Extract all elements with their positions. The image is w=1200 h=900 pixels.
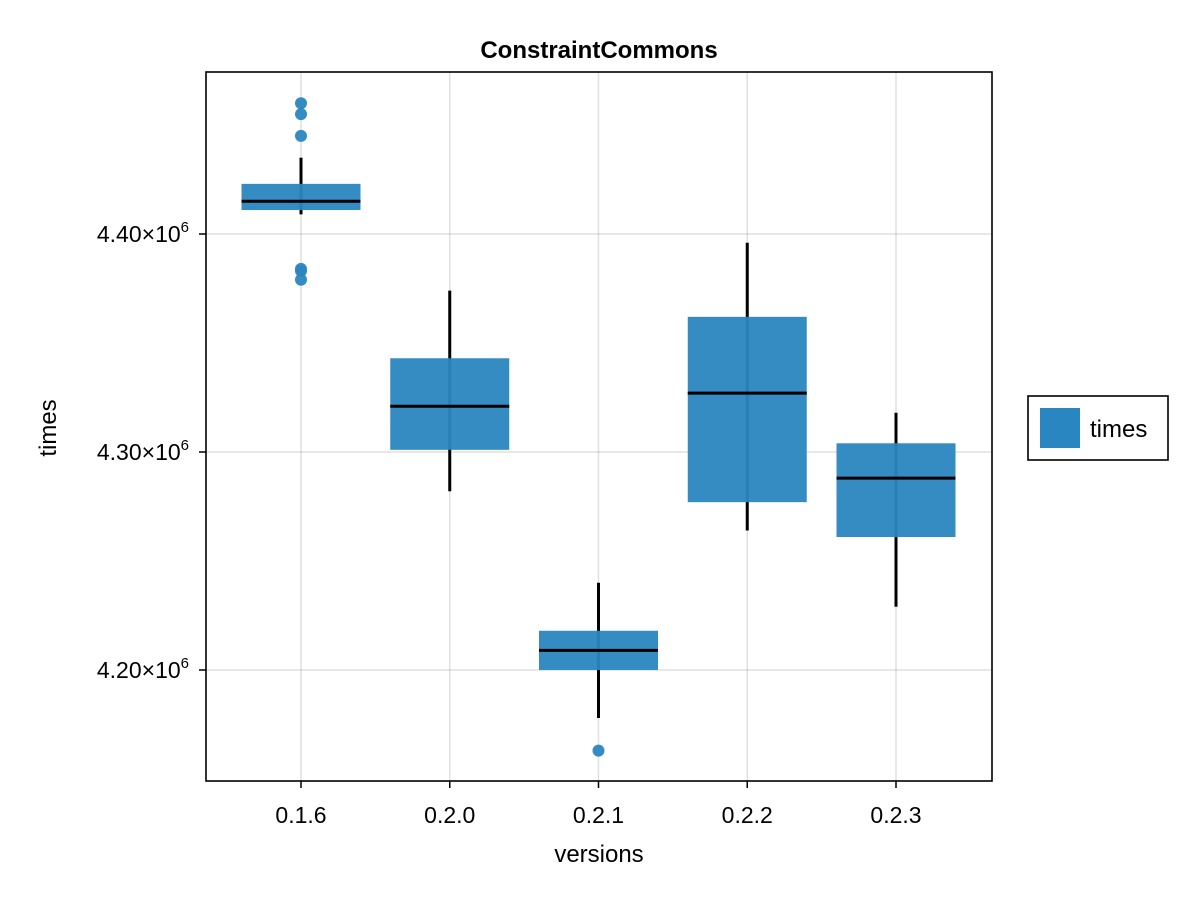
iqr-box [836,443,956,538]
x-tick-label: 0.2.1 [573,802,624,828]
outlier-point [295,273,307,286]
x-axis-label: versions [554,841,643,868]
x-tick-label: 0.1.6 [275,802,326,828]
iqr-box [390,358,510,450]
iqr-box [687,316,807,503]
iqr-box [241,183,361,211]
outlier-point [295,108,307,121]
outlier-point [295,129,307,142]
box-0.2.3 [836,412,956,607]
box-0.2.0 [390,290,510,492]
axis-ticks [199,233,897,788]
box-0.1.6 [241,97,361,286]
x-tick-label: 0.2.0 [424,802,475,828]
legend: times [1027,395,1169,461]
outlier-point [295,265,307,278]
box-series [241,97,956,757]
box-0.2.2 [687,242,807,531]
x-tick-label: 0.2.2 [722,802,773,828]
y-tick-labels: 4.20×106 4.30×106 4.40×106 [97,219,189,683]
x-tick-labels: 0.1.6 0.2.0 0.2.1 0.2.2 0.2.3 [275,802,921,828]
y-tick-label: 4.30×106 [97,437,189,465]
legend-entry-times: times [1090,416,1147,443]
y-tick-label: 4.20×106 [97,655,189,683]
outlier-point [295,97,307,110]
x-tick-label: 0.2.3 [870,802,921,828]
outlier-point [592,744,605,757]
legend-swatch [1040,408,1080,448]
chart-title: ConstraintCommons [480,37,717,64]
y-tick-label: 4.40×106 [97,219,189,247]
y-axis-label: times [35,399,62,456]
box-0.2.1 [539,582,658,757]
